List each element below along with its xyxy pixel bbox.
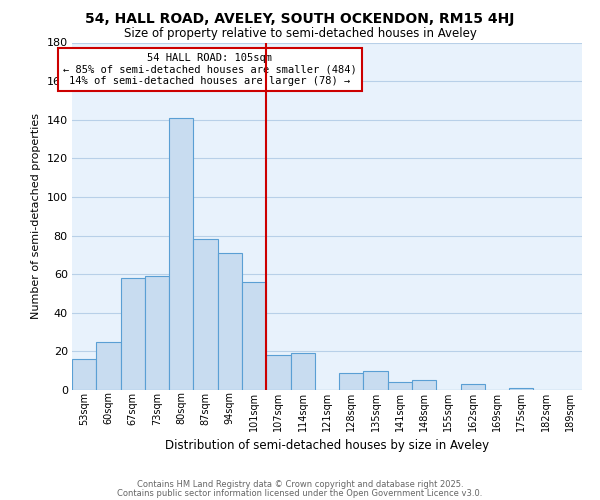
Bar: [121, 278, 145, 390]
Bar: [290, 354, 315, 390]
Bar: [509, 388, 533, 390]
Bar: [145, 276, 169, 390]
Bar: [364, 370, 388, 390]
Bar: [266, 355, 290, 390]
Bar: [388, 382, 412, 390]
Bar: [96, 342, 121, 390]
Y-axis label: Number of semi-detached properties: Number of semi-detached properties: [31, 114, 41, 320]
Text: Size of property relative to semi-detached houses in Aveley: Size of property relative to semi-detach…: [124, 28, 476, 40]
Text: Contains HM Land Registry data © Crown copyright and database right 2025.: Contains HM Land Registry data © Crown c…: [137, 480, 463, 489]
Bar: [242, 282, 266, 390]
Bar: [412, 380, 436, 390]
Bar: [193, 240, 218, 390]
Text: Contains public sector information licensed under the Open Government Licence v3: Contains public sector information licen…: [118, 488, 482, 498]
Bar: [461, 384, 485, 390]
Bar: [72, 359, 96, 390]
Text: 54, HALL ROAD, AVELEY, SOUTH OCKENDON, RM15 4HJ: 54, HALL ROAD, AVELEY, SOUTH OCKENDON, R…: [85, 12, 515, 26]
Bar: [218, 253, 242, 390]
X-axis label: Distribution of semi-detached houses by size in Aveley: Distribution of semi-detached houses by …: [165, 439, 489, 452]
Text: 54 HALL ROAD: 105sqm
← 85% of semi-detached houses are smaller (484)
14% of semi: 54 HALL ROAD: 105sqm ← 85% of semi-detac…: [63, 53, 356, 86]
Bar: [169, 118, 193, 390]
Bar: [339, 372, 364, 390]
